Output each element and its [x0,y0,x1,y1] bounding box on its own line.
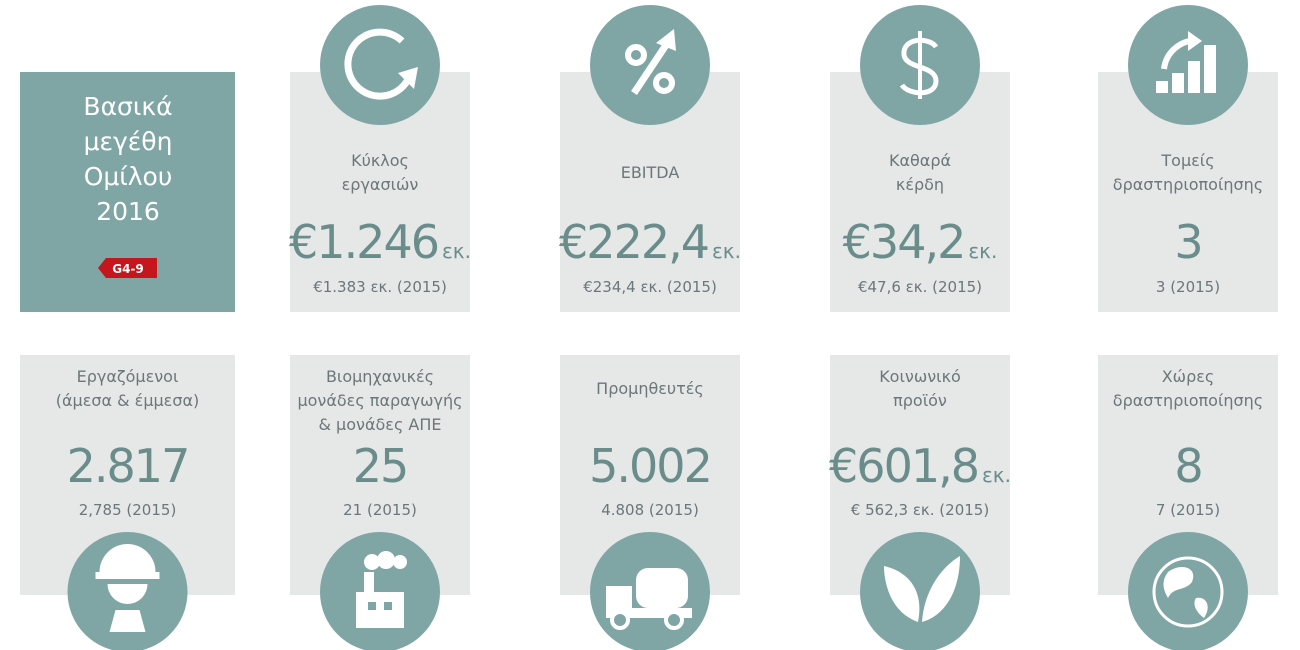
value: 25 [353,439,408,493]
card-label: (άμεσα & έμμεσα) [56,391,200,410]
card-label: & μονάδες ΑΠΕ [318,415,441,434]
card-label: προϊόν [893,391,947,410]
unit: εκ. [442,239,471,263]
card-previous: €1.383 εκ. (2015) [313,278,447,296]
card-label: Εργαζόμενοι [77,367,179,386]
card-previous: €234,4 εκ. (2015) [583,278,717,296]
unit: εκ. [982,463,1011,487]
value: 3 [1174,215,1201,269]
icon [625,29,676,95]
card-label: Τομείς [1160,151,1214,170]
icon-circle [320,532,440,650]
card-previous: 3 (2015) [1156,278,1220,296]
value: €34,2 [843,215,965,269]
icon-circle [860,532,980,650]
value: €1.246 [289,215,438,269]
card-label: δραστηριοποίησης [1113,175,1263,194]
card-previous: €47,6 εκ. (2015) [858,278,982,296]
card-value: €222,4 εκ. [559,215,741,269]
value: 2.817 [67,439,189,493]
card-label: Βιομηχανικές [326,367,434,386]
header-line: μεγέθη [84,127,173,156]
card-label: EBITDA [621,163,680,182]
card-previous: 2,785 (2015) [79,501,177,519]
card-previous: € 562,3 εκ. (2015) [851,501,989,519]
unit: εκ. [712,239,741,263]
header-line: 2016 [96,197,160,226]
card-previous: 4.808 (2015) [601,501,699,519]
card-value: 25 [353,439,408,493]
icon [884,556,960,622]
header-line: Βασικά [83,92,172,121]
card-label: κέρδη [896,175,944,194]
card-label: δραστηριοποίησης [1113,391,1263,410]
badge-shape [98,258,157,278]
icon [344,28,418,100]
icon-circle [1128,532,1248,650]
icon [356,551,407,628]
card-label: Κοινωνικό [879,367,961,386]
card-label: εργασιών [342,175,419,194]
icon [95,544,160,632]
card-value: €601,8 εκ. [829,439,1011,493]
icon [606,568,692,630]
card-previous: 7 (2015) [1156,501,1220,519]
card-label: μονάδες παραγωγής [297,391,462,410]
card-value: 5.002 [589,439,711,493]
card-value: 2.817 [67,439,189,493]
header-line: Ομίλου [84,162,173,191]
card-value: €34,2 εκ. [843,215,998,269]
icon-circle [320,5,440,125]
value: 5.002 [589,439,711,493]
value: €222,4 [559,215,708,269]
card-label: Προμηθευτές [596,379,704,398]
value: 8 [1174,439,1201,493]
unit: εκ. [968,239,997,263]
value: €601,8 [829,439,978,493]
card-label: Χώρες [1162,367,1215,386]
card-previous: 21 (2015) [343,501,417,519]
badge: G4-9 [112,262,144,276]
icon [1152,556,1224,628]
card-value: 3 [1174,215,1201,269]
card-label: Κύκλος [351,151,409,170]
card-value: €1.246 εκ. [289,215,471,269]
icon [899,31,939,99]
card-label: Καθαρά [889,151,951,170]
card-value: 8 [1174,439,1201,493]
icon [1156,31,1216,93]
